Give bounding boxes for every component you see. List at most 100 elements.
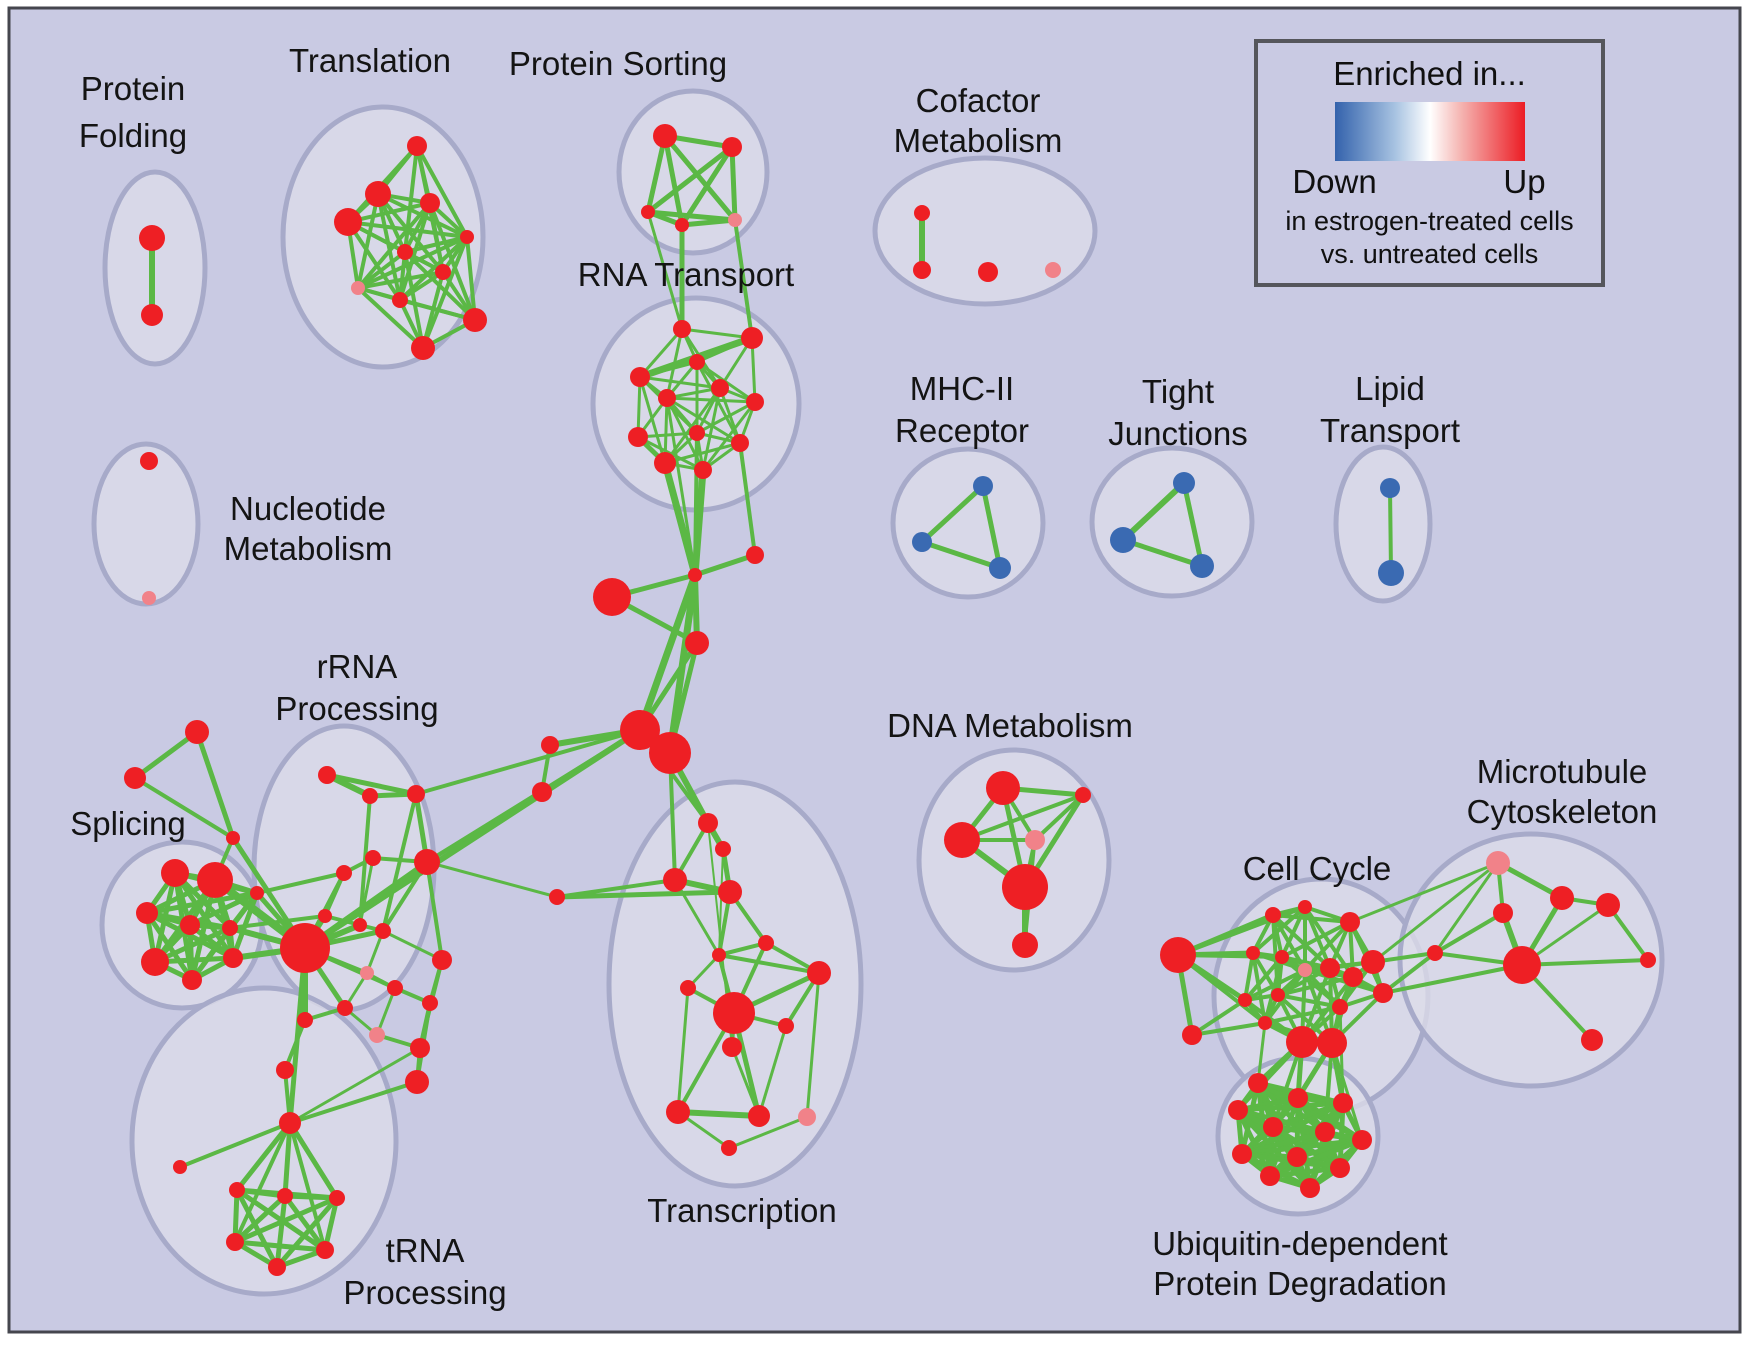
node-tx10 (713, 992, 755, 1034)
node-rt12 (694, 461, 712, 479)
legend-up-label: Up (1503, 163, 1546, 200)
edge (661, 459, 699, 579)
edge (662, 133, 685, 228)
node-rr18 (276, 1061, 294, 1079)
node-t8 (351, 281, 365, 295)
node-mt6 (1596, 893, 1620, 917)
node-cf1 (914, 205, 930, 221)
node-cc4 (1246, 946, 1260, 960)
node-mt8 (1581, 1029, 1603, 1051)
edge (695, 400, 757, 435)
edge (346, 220, 402, 302)
node-mh3 (989, 557, 1011, 579)
edge (636, 571, 699, 734)
node-rt1 (673, 320, 691, 338)
edge (324, 772, 419, 797)
node-dm1 (986, 771, 1020, 805)
node-hb1 (280, 923, 330, 973)
edge (692, 552, 758, 578)
legend-subtitle-line2: vs. untreated cells (1320, 239, 1539, 269)
node-rt4 (689, 354, 705, 370)
node-tg3 (226, 831, 240, 845)
node-rt6 (711, 379, 729, 397)
node-dm6 (1012, 932, 1038, 958)
legend: Enriched in... Down Up in estrogen-treat… (1254, 39, 1605, 287)
node-sp7 (182, 970, 202, 990)
edge (1120, 480, 1187, 543)
edge (1381, 951, 1437, 995)
edge (727, 1115, 809, 1150)
cluster-label-ubiquitin-degradation: Ubiquitin-dependent Protein Degradation (1152, 1225, 1447, 1302)
cluster-label-rrna-processing: rRNA Processing (275, 648, 438, 727)
edge (1263, 1005, 1342, 1025)
node-cc15 (1361, 950, 1385, 974)
node-tn2 (173, 1160, 187, 1174)
edge (287, 1120, 340, 1201)
node-rr9 (375, 923, 391, 939)
node-tx6 (758, 935, 774, 951)
node-ch6 (649, 732, 691, 774)
node-dm5 (1002, 864, 1048, 910)
edge (356, 270, 445, 290)
node-ch5 (620, 710, 660, 750)
node-mt3 (1493, 903, 1513, 923)
node-tj3 (1190, 554, 1214, 578)
node-ch7 (541, 736, 559, 754)
edge (356, 192, 380, 290)
edge (1433, 911, 1505, 955)
edge (356, 250, 407, 290)
node-ch2 (746, 546, 764, 564)
edge (232, 1239, 328, 1253)
cluster-label-cell-cycle: Cell Cycle (1243, 850, 1392, 887)
legend-gradient-bar (1334, 102, 1525, 161)
node-cf4 (1045, 262, 1061, 278)
node-rr11 (360, 966, 374, 980)
cluster-label-cofactor-metabolism: Cofactor Metabolism (894, 82, 1063, 159)
edge (1348, 861, 1500, 924)
node-tj1 (1173, 472, 1195, 494)
node-cc7 (1320, 958, 1340, 978)
edge (178, 1121, 292, 1169)
node-rt5 (658, 389, 676, 407)
node-cc8 (1343, 967, 1363, 987)
edge (228, 914, 327, 930)
edge (255, 871, 346, 895)
edge (730, 1045, 761, 1118)
node-rr16 (410, 1038, 430, 1058)
node-pf2 (141, 304, 163, 326)
node-t6 (397, 244, 413, 260)
node-cc2 (1298, 900, 1312, 914)
edge (757, 1024, 788, 1118)
edge (346, 220, 469, 239)
node-cc9 (1238, 993, 1252, 1007)
node-sp6 (141, 948, 169, 976)
edge (233, 1121, 292, 1244)
node-sp2 (197, 862, 233, 898)
cluster-label-lipid-transport: Lipid Transport (1320, 370, 1460, 449)
node-cc3 (1340, 912, 1360, 932)
cluster-label-transcription: Transcription (647, 1192, 837, 1229)
node-tx5 (549, 889, 565, 905)
node-cc13 (1286, 1026, 1318, 1058)
node-t7 (435, 264, 451, 280)
edge (1120, 537, 1205, 569)
cluster-label-protein-folding: Protein Folding (79, 70, 187, 154)
node-cch (1160, 937, 1196, 973)
edge (375, 986, 397, 1037)
edge (358, 856, 375, 927)
edge (1276, 975, 1355, 997)
edge (1251, 905, 1307, 955)
edge (1338, 1005, 1345, 1105)
edge (718, 848, 724, 956)
edge (645, 133, 668, 215)
edge (403, 235, 469, 254)
node-ps5 (728, 213, 742, 227)
node-tx15 (798, 1108, 816, 1126)
edge (1381, 963, 1524, 995)
edge (717, 953, 821, 975)
edge (1271, 913, 1332, 970)
edge (638, 327, 684, 379)
node-dm4 (1025, 830, 1045, 850)
node-cc16 (1373, 983, 1393, 1003)
